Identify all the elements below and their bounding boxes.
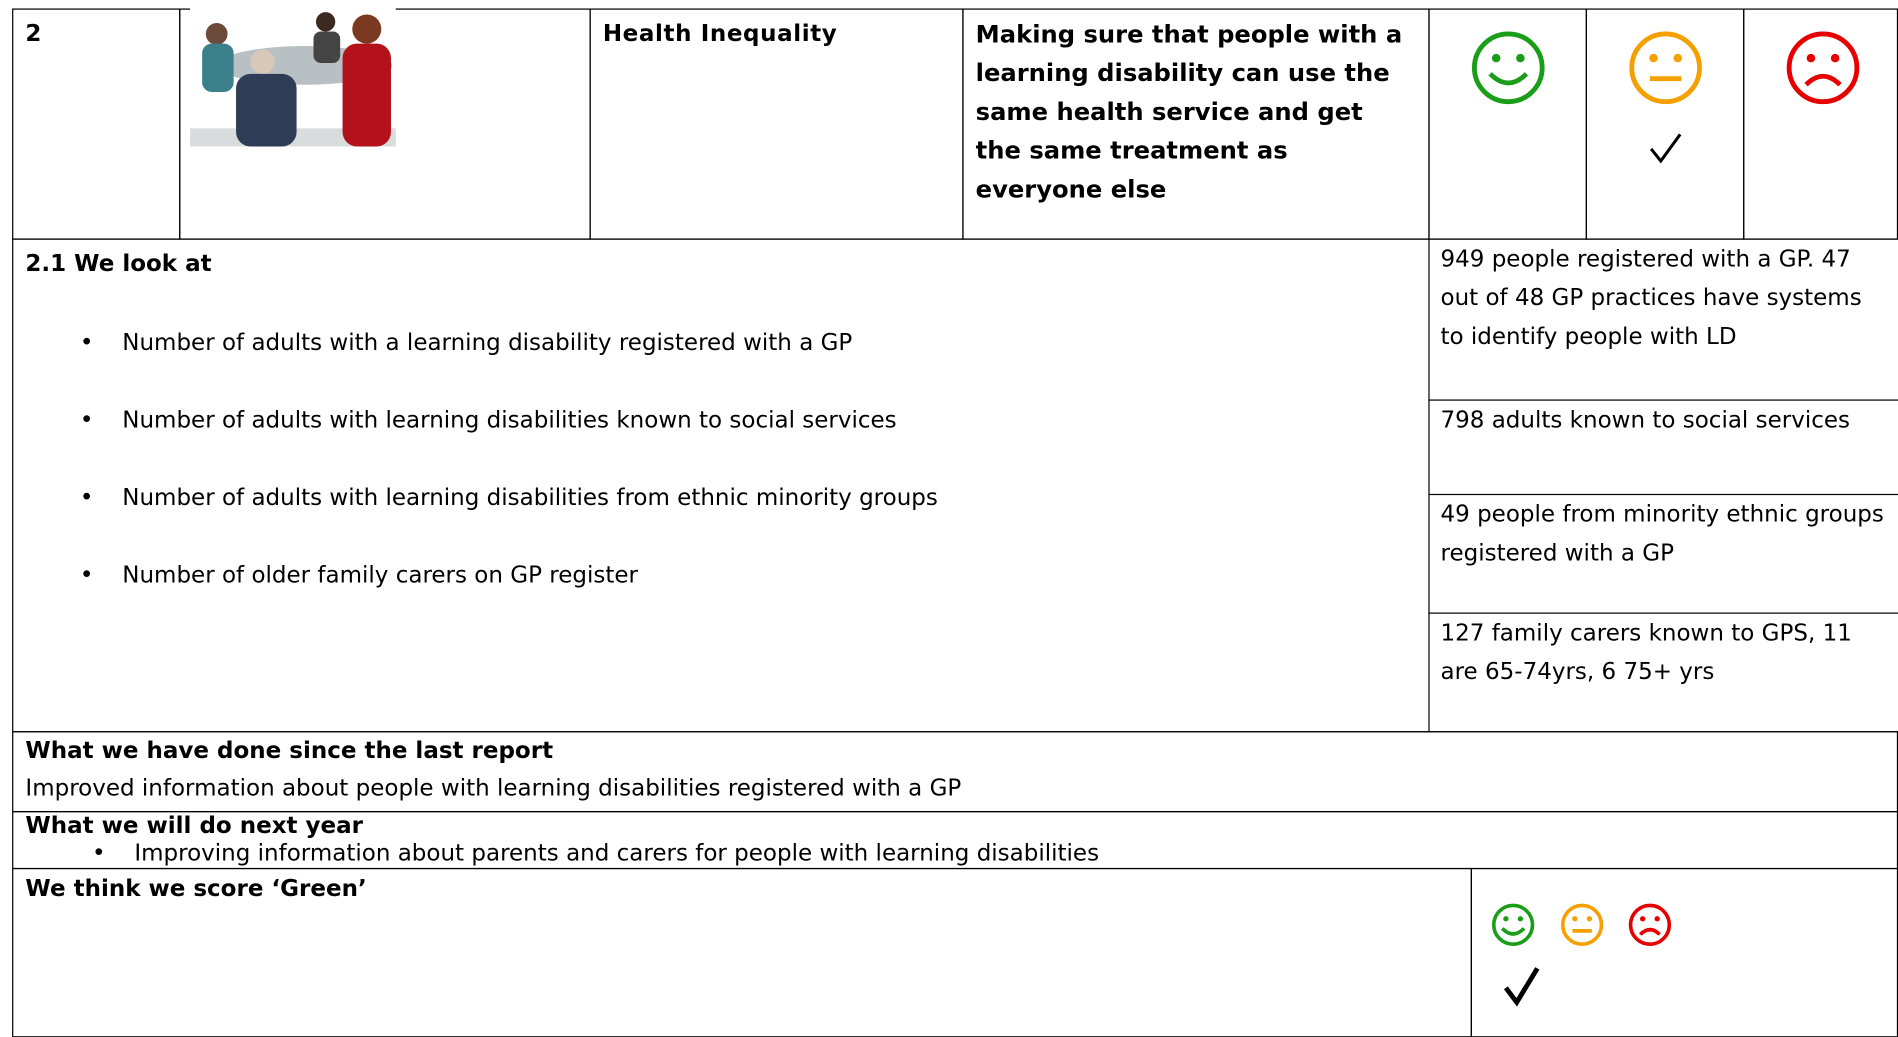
photo: [190, 7, 396, 146]
photo-cell: [179, 8, 591, 239]
done-text: Improved information about people with l…: [25, 770, 1884, 808]
done-cell: What we have done since the last report …: [12, 731, 1898, 812]
next-year-item: • Improving information about parents and…: [25, 840, 1884, 868]
section-number: 2: [12, 8, 180, 239]
score-rating: [1471, 868, 1898, 1037]
next-year-text: Improving information about parents and …: [134, 840, 1099, 867]
result: 798 adults known to social services: [1428, 399, 1898, 439]
document: 2 Health Inequality Making sure that peo…: [0, 0, 1898, 1025]
smiley-green: [1494, 905, 1533, 944]
result: 127 family carers known to GPS, 11 are 6…: [1428, 613, 1898, 692]
smiley-green: [1470, 29, 1547, 106]
rating-red: [1743, 8, 1898, 239]
smiley-amber: [1627, 29, 1704, 106]
bullet: •: [92, 840, 106, 868]
done-heading: What we have done since the last report: [25, 732, 1884, 770]
smiley-red: [1784, 29, 1861, 106]
smiley-red: [1631, 905, 1670, 944]
next-year-heading: What we will do next year: [25, 812, 1884, 840]
measure: Number of adults with learning disabilit…: [122, 479, 938, 515]
measure: Number of adults with a learning disabil…: [122, 324, 852, 360]
look-at-heading: 2.1 We look at: [25, 245, 1416, 284]
score-icons: [1489, 901, 1695, 1034]
results-column: 949 people registered with a GP. 47 out …: [1428, 238, 1898, 732]
result: 949 people registered with a GP. 47 out …: [1428, 240, 1898, 356]
rating-amber: [1586, 8, 1745, 239]
score-heading: We think we score ‘Green’: [25, 869, 1458, 908]
measure: Number of older family carers on GP regi…: [122, 557, 638, 593]
result: 49 people from minority ethnic groups re…: [1428, 494, 1898, 573]
rating-green: [1428, 8, 1587, 239]
topic: Health Inequality: [590, 8, 964, 239]
tick: [1506, 968, 1537, 1002]
score-cell: We think we score ‘Green’: [12, 868, 1472, 1037]
page: 2 Health Inequality Making sure that peo…: [0, 0, 1898, 1025]
smiley-amber: [1563, 905, 1602, 944]
tick: [1647, 131, 1683, 167]
measure: Number of adults with learning disabilit…: [122, 402, 896, 438]
look-at-cell: 2.1 We look at Number of adults with a l…: [12, 238, 1429, 732]
next-year-cell: What we will do next year • Improving inf…: [12, 811, 1898, 869]
aim: Making sure that people with a learning …: [962, 8, 1429, 239]
